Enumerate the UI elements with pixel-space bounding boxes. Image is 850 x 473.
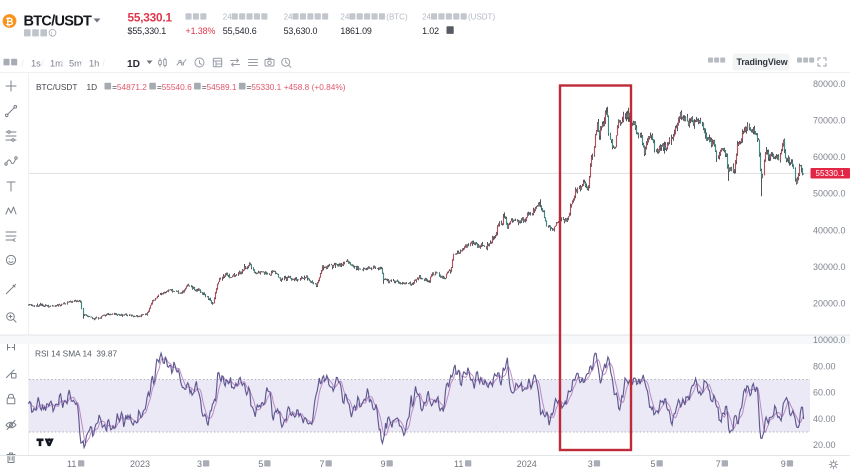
svg-text:80000.0: 80000.0 bbox=[813, 79, 846, 89]
svg-text:53,630.0: 53,630.0 bbox=[284, 26, 318, 36]
svg-text:=: = bbox=[247, 82, 252, 92]
svg-text:=: = bbox=[202, 82, 207, 92]
svg-text:55540.6: 55540.6 bbox=[162, 82, 192, 92]
svg-text:54589.1: 54589.1 bbox=[207, 82, 237, 92]
svg-text:2024: 2024 bbox=[517, 459, 537, 469]
svg-text:80.00: 80.00 bbox=[813, 361, 836, 371]
svg-text:60000.0: 60000.0 bbox=[813, 152, 846, 162]
svg-text:3: 3 bbox=[588, 459, 593, 469]
svg-text:55,330.1: 55,330.1 bbox=[128, 11, 173, 25]
svg-text:3: 3 bbox=[197, 459, 202, 469]
svg-text:55330.1: 55330.1 bbox=[816, 169, 845, 178]
svg-text:9: 9 bbox=[381, 459, 386, 469]
svg-text:24: 24 bbox=[223, 12, 232, 21]
svg-text:20000.0: 20000.0 bbox=[813, 298, 846, 308]
svg-text:60.00: 60.00 bbox=[813, 388, 836, 398]
svg-text:11: 11 bbox=[454, 459, 463, 469]
svg-text:30000.0: 30000.0 bbox=[813, 262, 846, 272]
svg-text:BTC/USDT: BTC/USDT bbox=[24, 14, 93, 30]
svg-text:1s: 1s bbox=[31, 59, 41, 69]
svg-text:70000.0: 70000.0 bbox=[813, 116, 846, 126]
svg-text:7: 7 bbox=[320, 459, 325, 469]
svg-text:24: 24 bbox=[422, 12, 431, 21]
svg-text:1861.09: 1861.09 bbox=[340, 26, 372, 36]
svg-text:i: i bbox=[51, 30, 52, 37]
svg-text:10000.0: 10000.0 bbox=[813, 335, 846, 345]
svg-text:1h: 1h bbox=[89, 59, 99, 69]
svg-text:$55,330.1: $55,330.1 bbox=[128, 26, 167, 36]
svg-text:50000.0: 50000.0 bbox=[813, 189, 846, 199]
svg-text:(BTC): (BTC) bbox=[386, 12, 408, 21]
svg-text:1D: 1D bbox=[87, 82, 98, 92]
svg-text:BTC/USDT: BTC/USDT bbox=[36, 82, 78, 92]
svg-text:=: = bbox=[112, 82, 117, 92]
svg-text:2023: 2023 bbox=[130, 459, 150, 469]
svg-text:40000.0: 40000.0 bbox=[813, 225, 846, 235]
svg-text:5: 5 bbox=[651, 459, 656, 469]
svg-text:+1.38%: +1.38% bbox=[186, 26, 216, 36]
svg-text:₿: ₿ bbox=[6, 17, 14, 28]
svg-text:1D: 1D bbox=[127, 59, 140, 70]
svg-text:24: 24 bbox=[340, 12, 349, 21]
svg-text:11: 11 bbox=[67, 459, 76, 469]
svg-text:(USDT): (USDT) bbox=[468, 12, 495, 21]
svg-text:7: 7 bbox=[716, 459, 721, 469]
svg-text:40.00: 40.00 bbox=[813, 414, 836, 424]
svg-text:5m: 5m bbox=[69, 59, 82, 69]
svg-text:1.02: 1.02 bbox=[422, 26, 439, 36]
svg-text:1m: 1m bbox=[50, 59, 63, 69]
svg-text:TradingView: TradingView bbox=[737, 57, 788, 67]
svg-text:24: 24 bbox=[284, 12, 293, 21]
svg-text:20.00: 20.00 bbox=[813, 440, 836, 450]
svg-text:54871.2: 54871.2 bbox=[117, 82, 147, 92]
svg-text:=: = bbox=[157, 82, 162, 92]
svg-text:+458.8 (+0.84%): +458.8 (+0.84%) bbox=[284, 82, 346, 92]
svg-text:55330.1: 55330.1 bbox=[251, 82, 281, 92]
svg-text:5: 5 bbox=[258, 459, 263, 469]
svg-text:9: 9 bbox=[781, 459, 786, 469]
svg-text:RSI 14 SMA 14 39.87: RSI 14 SMA 14 39.87 bbox=[35, 349, 117, 359]
svg-text:55,540.6: 55,540.6 bbox=[223, 26, 257, 36]
